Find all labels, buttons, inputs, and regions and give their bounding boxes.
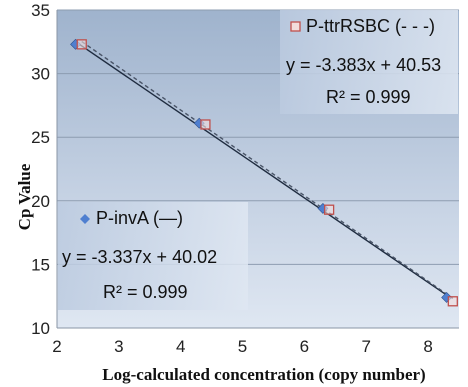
x-tick-label: 8 (423, 337, 432, 356)
y-tick-label: 15 (31, 255, 50, 274)
data-point-ttrrsbc (200, 119, 211, 130)
legend-marker-square (290, 21, 301, 32)
y-axis-title: Cp Value (15, 163, 34, 230)
axis-ticks: 10 15 20 25 30 35 2 3 4 5 6 7 8 (31, 1, 433, 356)
y-tick-label: 25 (31, 128, 50, 147)
data-point-inva (441, 292, 453, 303)
data-point-ttrrsbc (76, 39, 87, 50)
x-tick-label: 2 (52, 337, 61, 356)
x-tick-label: 4 (176, 337, 185, 356)
data-point-ttrrsbc (447, 296, 458, 307)
legend-marker-diamond (80, 214, 90, 224)
data-points (70, 38, 458, 307)
x-tick-label: 3 (114, 337, 123, 356)
r2-inva: R² = 0.999 (103, 282, 188, 302)
x-tick-label: 6 (300, 337, 309, 356)
equation-inva: y = -3.337x + 40.02 (62, 247, 217, 267)
legend-inva: P-invA (—) y = -3.337x + 40.02 R² = 0.99… (58, 202, 248, 310)
y-tick-label: 35 (31, 1, 50, 20)
equation-ttrrsbc: y = -3.383x + 40.53 (286, 55, 441, 75)
trendlines (75, 40, 454, 299)
trendline-ttrrsbc (81, 40, 454, 299)
y-tick-label: 30 (31, 65, 50, 84)
x-tick-label: 5 (238, 337, 247, 356)
legend-label-ttrrsbc: P-ttrRSBC (- - -) (306, 16, 435, 36)
legend-label-inva: P-invA (—) (96, 208, 183, 228)
x-axis-title: Log-calculated concentration (copy numbe… (102, 365, 425, 384)
data-point-ttrrsbc (323, 204, 335, 215)
y-tick-label: 20 (31, 192, 50, 211)
legend-ttrrsbc: P-ttrRSBC (- - -) y = -3.383x + 40.53 R²… (280, 10, 458, 114)
y-tick-label: 10 (31, 319, 50, 338)
trendline-inva (75, 41, 448, 296)
x-tick-label: 7 (361, 337, 370, 356)
r2-ttrrsbc: R² = 0.999 (326, 87, 411, 107)
